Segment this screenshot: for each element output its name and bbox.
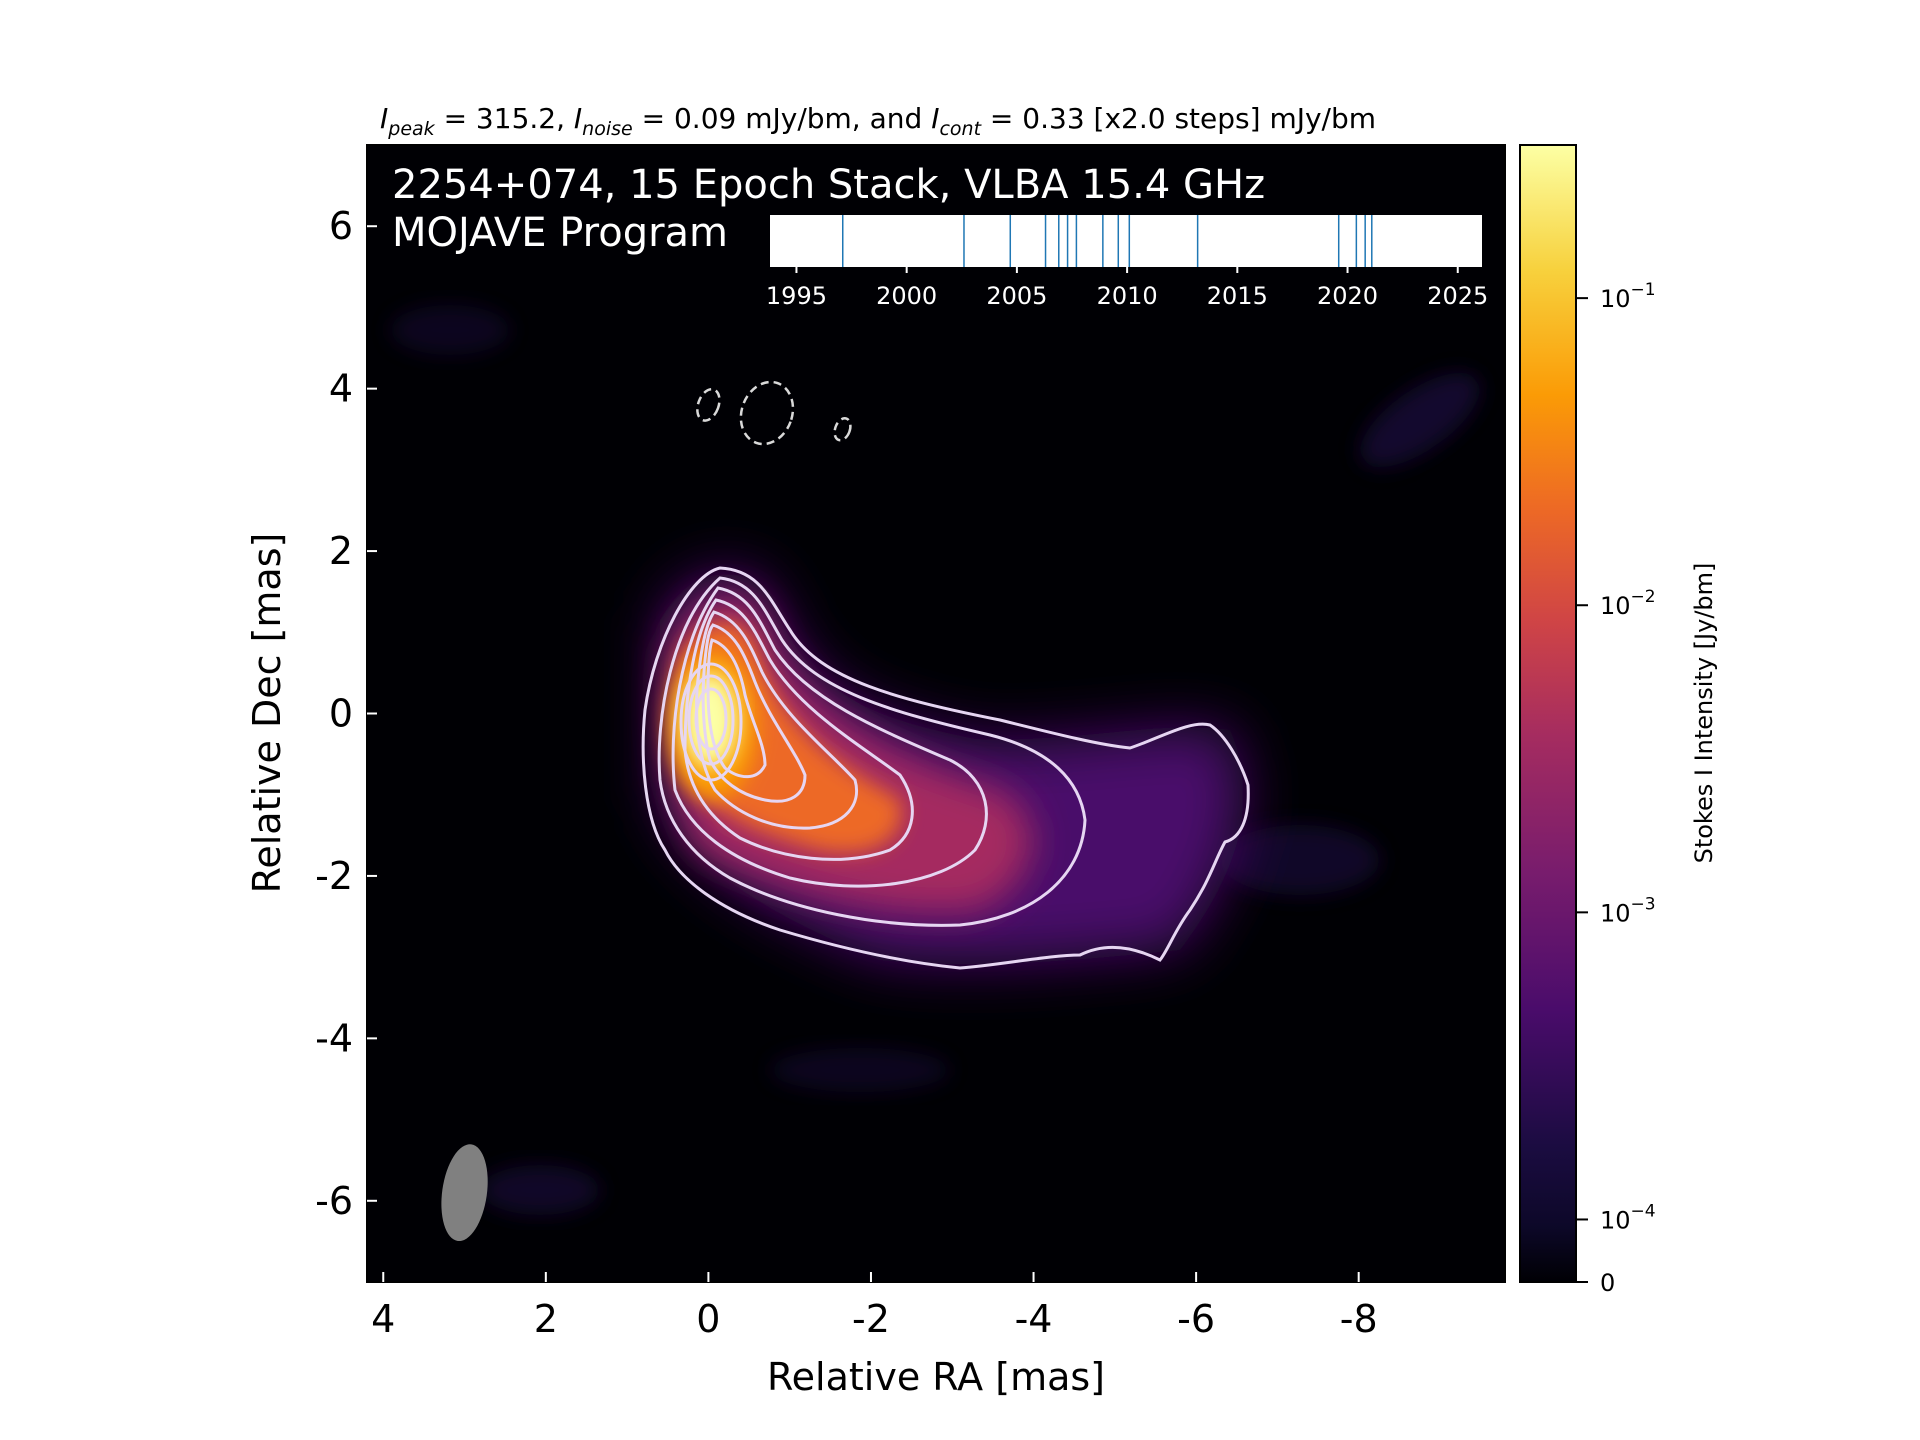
negative-contour bbox=[739, 380, 795, 446]
contour bbox=[679, 662, 743, 782]
epoch-timeline: 1995 2000 2005 2010 2015 2020 2025 bbox=[766, 215, 1488, 310]
timeline-tick-label: 2025 bbox=[1427, 282, 1488, 310]
x-tick-label: -2 bbox=[852, 1297, 890, 1341]
cont-symbol: I bbox=[931, 102, 939, 135]
restoring-beam bbox=[441, 1144, 488, 1242]
colorbar-tick-label: 10−4 bbox=[1600, 1201, 1656, 1234]
colorbar-tick-label: 0 bbox=[1600, 1269, 1615, 1297]
timeline-tick-label: 2000 bbox=[876, 282, 937, 310]
y-tick-label: 4 bbox=[329, 367, 353, 411]
source-title: 2254+074, 15 Epoch Stack, VLBA 15.4 GHz bbox=[392, 162, 1265, 208]
timeline-tick-label: 2005 bbox=[986, 282, 1047, 310]
negative-contour bbox=[696, 387, 721, 422]
colorbar: 10−1 10−2 10−3 10−4 0 Stokes I Intensity [Jy… bbox=[1519, 144, 1718, 1297]
timeline-box bbox=[770, 215, 1482, 267]
contour bbox=[671, 586, 988, 888]
noise-value: = 0.09 mJy/bm, and bbox=[633, 102, 931, 135]
peak-subscript: peak bbox=[387, 118, 435, 140]
y-tick-label: -2 bbox=[315, 854, 353, 898]
timeline-tick-label: 1995 bbox=[766, 282, 827, 310]
y-tick-label: -6 bbox=[315, 1179, 353, 1223]
intensity-map bbox=[390, 305, 1480, 1242]
contour bbox=[701, 623, 807, 803]
x-tick-label: 2 bbox=[534, 1297, 558, 1341]
x-tick-label: -6 bbox=[1177, 1297, 1215, 1341]
contour bbox=[687, 674, 735, 766]
peak-symbol: I bbox=[380, 102, 388, 135]
colorbar-gradient bbox=[1519, 144, 1577, 1283]
y-tick-label: 0 bbox=[329, 692, 353, 736]
noise-symbol: I bbox=[574, 102, 582, 135]
timeline-tick-label: 2010 bbox=[1097, 282, 1158, 310]
cont-value: = 0.33 [x2.0 steps] mJy/bm bbox=[981, 102, 1376, 135]
colorbar-tick-label: 10−3 bbox=[1600, 894, 1656, 927]
colorbar-tick-label: 10−2 bbox=[1600, 587, 1656, 620]
contours bbox=[641, 566, 1250, 970]
timeline-ticks: 1995 2000 2005 2010 2015 2020 2025 bbox=[766, 267, 1488, 310]
x-axis-ticks: 4 2 0 -2 -4 -6 -8 bbox=[371, 1272, 1378, 1341]
colorbar-tick-label: 10−1 bbox=[1600, 280, 1656, 313]
program-name: MOJAVE Program bbox=[392, 210, 728, 256]
peak-value: = 315.2, bbox=[435, 102, 574, 135]
colorbar-label: Stokes I Intensity [Jy/bm] bbox=[1690, 563, 1718, 864]
x-tick-label: 4 bbox=[371, 1297, 395, 1341]
timeline-tick-label: 2015 bbox=[1207, 282, 1268, 310]
contour bbox=[695, 610, 858, 830]
contour bbox=[694, 687, 728, 751]
y-tick-label: 2 bbox=[329, 529, 353, 573]
y-axis-ticks: 6 4 2 0 -2 -4 -6 bbox=[315, 204, 377, 1223]
negative-contours bbox=[696, 380, 852, 446]
negative-contour bbox=[833, 417, 852, 442]
image-panel: 2254+074, 15 Epoch Stack, VLBA 15.4 GHz … bbox=[315, 144, 1506, 1341]
plot-background bbox=[367, 145, 1505, 1282]
noise-patch bbox=[1360, 372, 1480, 468]
noise-patch bbox=[770, 1048, 950, 1092]
x-tick-label: -4 bbox=[1015, 1297, 1053, 1341]
noise-patch bbox=[390, 305, 510, 355]
y-tick-label: -4 bbox=[315, 1016, 353, 1060]
y-axis-label: Relative Dec [mas] bbox=[245, 533, 289, 894]
cont-subscript: cont bbox=[939, 118, 982, 140]
timeline-tick-label: 2020 bbox=[1317, 282, 1378, 310]
x-tick-label: 0 bbox=[696, 1297, 720, 1341]
contour bbox=[657, 576, 1087, 927]
y-tick-label: 6 bbox=[329, 204, 353, 248]
colorbar-ticks: 10−1 10−2 10−3 10−4 0 bbox=[1576, 280, 1656, 1297]
timeline-epochs bbox=[841, 215, 1373, 267]
noise-subscript: noise bbox=[582, 118, 633, 140]
noise-header: Ipeak = 315.2, Inoise = 0.09 mJy/bm, and… bbox=[380, 102, 1376, 140]
contour-outer bbox=[641, 566, 1250, 970]
noise-patch bbox=[480, 1165, 600, 1215]
x-tick-label: -8 bbox=[1340, 1297, 1378, 1341]
x-axis-label: Relative RA [mas] bbox=[767, 1355, 1105, 1399]
noise-patch bbox=[1220, 825, 1380, 895]
